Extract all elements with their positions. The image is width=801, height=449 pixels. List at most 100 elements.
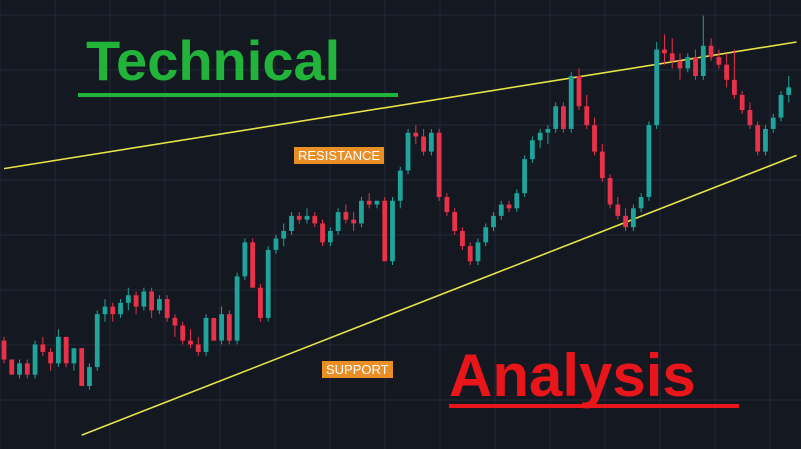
candle-body — [724, 64, 730, 80]
candle-bullish — [17, 359, 22, 379]
candle-body — [351, 219, 357, 224]
candle-bearish — [693, 49, 698, 80]
candle-bullish — [242, 238, 248, 281]
candle-bearish — [195, 336, 201, 356]
headline-analysis: Analysis — [449, 342, 696, 409]
candle-bullish — [568, 72, 574, 133]
candle-body — [700, 45, 706, 77]
headline-technical: Technical — [86, 29, 341, 92]
candle-bearish — [382, 196, 388, 262]
candle-body — [172, 317, 178, 326]
candle-body — [195, 344, 201, 352]
candle-body — [770, 117, 776, 129]
candle-body — [731, 79, 737, 95]
candle-body — [615, 204, 621, 216]
candle-bullish — [491, 212, 496, 231]
candle-bullish — [529, 136, 535, 163]
candle-body — [778, 94, 784, 118]
candle-bullish — [265, 246, 271, 322]
resistance-label: RESISTANCE — [294, 147, 385, 164]
candle-bearish — [599, 144, 605, 182]
candle-body — [786, 87, 792, 95]
candle-body — [366, 200, 372, 205]
support-trendline — [81, 154, 797, 436]
candle-bearish — [24, 359, 30, 379]
headline-technical-underline — [78, 93, 398, 97]
candle-body — [662, 49, 667, 54]
candle-bullish — [397, 166, 403, 209]
candle-bullish — [514, 189, 520, 213]
candle-bearish — [9, 359, 15, 375]
candle-body — [506, 204, 512, 209]
candle-body — [219, 314, 224, 341]
candle-body — [226, 314, 232, 341]
candle-bullish — [281, 223, 287, 247]
candle-bullish — [234, 272, 240, 345]
candle-bullish — [428, 128, 434, 156]
candle-bearish — [467, 242, 473, 266]
candle-body — [413, 132, 419, 137]
candle-bullish — [646, 121, 652, 201]
candle-body — [630, 208, 636, 228]
candle-body — [63, 336, 69, 364]
candle-bearish — [180, 321, 186, 345]
candle-bullish — [374, 200, 380, 209]
candle-bearish — [677, 53, 683, 80]
candle-bullish — [335, 208, 341, 235]
candle-bearish — [164, 295, 170, 322]
candle-body — [343, 212, 349, 220]
candle-bearish — [436, 128, 442, 201]
candle-bullish — [203, 314, 209, 356]
candle-body — [763, 128, 768, 152]
candle-body — [475, 242, 481, 262]
candle-body — [157, 299, 162, 311]
candle-body — [55, 336, 61, 364]
candle-body — [1, 340, 7, 360]
candle-bearish — [584, 94, 590, 129]
candle-bearish — [739, 91, 745, 114]
candle-body — [335, 212, 341, 231]
candle-bearish — [258, 283, 263, 322]
candle-bullish — [770, 113, 776, 133]
candle-bullish — [475, 238, 481, 266]
candle-bearish — [576, 68, 582, 111]
candle-body — [110, 306, 116, 315]
candle-bullish — [304, 208, 310, 224]
candle-body — [708, 45, 714, 58]
candle-bullish — [522, 155, 527, 197]
candle-bearish — [716, 49, 722, 69]
candle-body — [180, 325, 186, 341]
candle-body — [9, 359, 15, 375]
candles — [1, 15, 792, 390]
candle-bearish — [747, 102, 753, 129]
candle-body — [327, 231, 333, 243]
candle-bullish — [71, 348, 77, 371]
candle-bearish — [708, 38, 714, 61]
candle-bearish — [662, 34, 667, 65]
candle-bearish — [506, 200, 512, 213]
candle-body — [118, 302, 123, 315]
candle-bullish — [141, 287, 147, 311]
candle-body — [568, 76, 574, 129]
candle-bearish — [421, 128, 426, 156]
candle-bullish — [359, 196, 364, 228]
candle-body — [296, 215, 302, 220]
candle-bearish — [79, 348, 85, 386]
candle-bullish — [289, 212, 294, 235]
candle-body — [623, 215, 628, 228]
candle-body — [17, 363, 22, 375]
candle-body — [24, 363, 30, 375]
candle-body — [312, 215, 318, 224]
candle-body — [498, 204, 504, 216]
candle-body — [133, 295, 139, 307]
candle-body — [421, 136, 426, 152]
candle-bearish — [149, 287, 155, 318]
candle-body — [281, 231, 287, 239]
candle-body — [320, 223, 325, 243]
candle-body — [141, 291, 147, 307]
candle-bullish — [32, 340, 38, 379]
candle-body — [40, 344, 46, 352]
candle-body — [397, 170, 403, 201]
candle-bullish — [700, 15, 706, 80]
candle-body — [537, 132, 543, 141]
